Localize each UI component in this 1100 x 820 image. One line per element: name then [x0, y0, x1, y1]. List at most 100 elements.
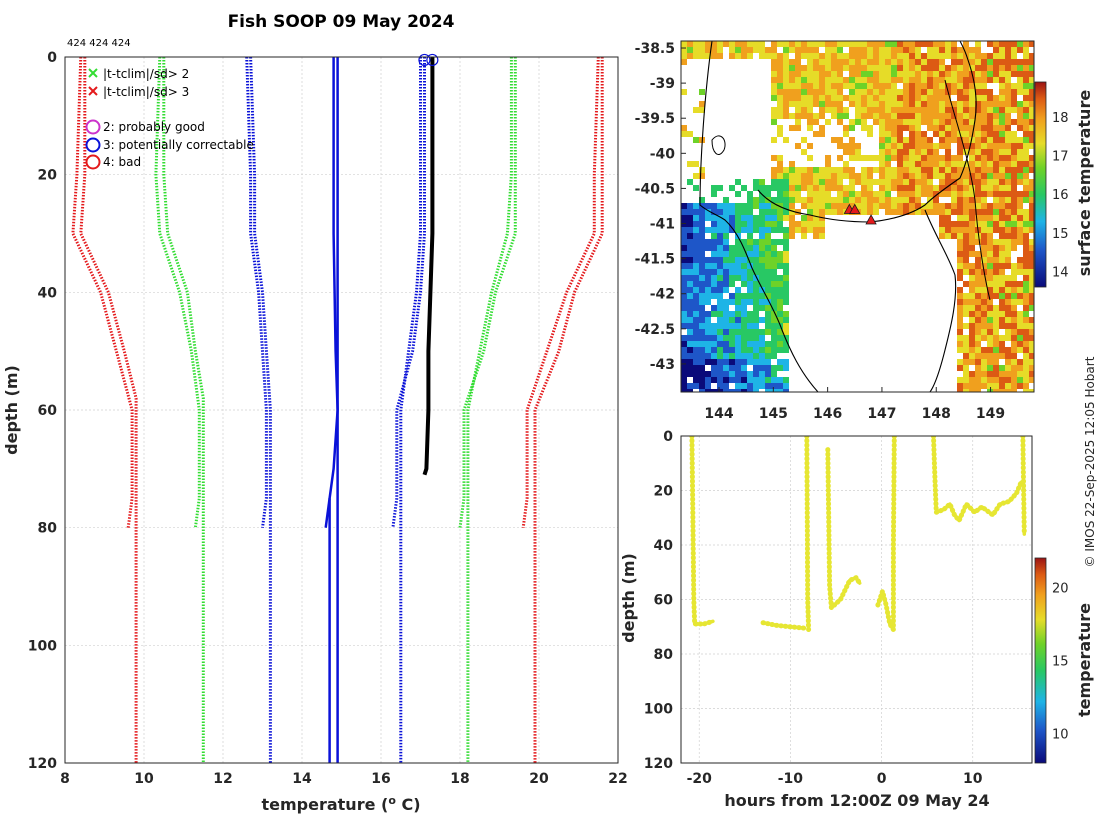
sst-cell — [771, 173, 777, 179]
sst-cell — [777, 329, 783, 335]
sst-cell — [969, 317, 975, 323]
sst-cell — [771, 89, 777, 95]
sst-cell — [699, 305, 705, 311]
y-tick-label: 60 — [38, 403, 58, 419]
sst-cell — [915, 113, 921, 119]
sst-cell — [801, 89, 807, 95]
sst-cell — [963, 365, 969, 371]
sst-cell — [741, 371, 747, 377]
sst-cell — [801, 107, 807, 113]
sst-cell — [837, 71, 843, 77]
sst-cell — [831, 53, 837, 59]
sst-cell — [849, 65, 855, 71]
sst-cell — [735, 251, 741, 257]
sst-cell — [861, 71, 867, 77]
sst-cell — [783, 245, 789, 251]
sst-cell — [933, 41, 939, 47]
sst-cell — [681, 227, 687, 233]
sst-cell — [957, 143, 963, 149]
sst-cell — [897, 173, 903, 179]
sst-cell — [855, 95, 861, 101]
sst-cell — [741, 341, 747, 347]
sst-cell — [729, 365, 735, 371]
sst-cell — [963, 347, 969, 353]
sst-cell — [759, 299, 765, 305]
sst-cell — [1011, 65, 1017, 71]
sst-cell — [885, 89, 891, 95]
sst-cell — [735, 257, 741, 263]
sst-cell — [957, 323, 963, 329]
sst-cell — [921, 173, 927, 179]
sst-cell — [771, 221, 777, 227]
series-line — [533, 57, 604, 763]
sst-cell — [687, 299, 693, 305]
sst-cell — [759, 293, 765, 299]
sst-cell — [729, 299, 735, 305]
sst-cell — [699, 233, 705, 239]
sst-cell — [849, 125, 855, 131]
sst-cell — [951, 203, 957, 209]
sst-cell — [759, 341, 765, 347]
sst-cell — [945, 215, 951, 221]
sst-cell — [747, 215, 753, 221]
sst-cell — [963, 359, 969, 365]
sst-cell — [1023, 71, 1029, 77]
sst-cell — [753, 185, 759, 191]
sst-cell — [1005, 203, 1011, 209]
sst-cell — [969, 161, 975, 167]
sst-cell — [963, 341, 969, 347]
sst-cell — [1017, 113, 1023, 119]
sst-cell — [957, 227, 963, 233]
sst-cell — [927, 173, 933, 179]
sst-cell — [975, 113, 981, 119]
sst-cell — [993, 155, 999, 161]
sst-cell — [681, 377, 687, 383]
sst-cell — [717, 263, 723, 269]
sst-cell — [717, 389, 723, 392]
sst-cell — [981, 125, 987, 131]
sst-cell — [981, 155, 987, 161]
sst-cell — [975, 323, 981, 329]
sst-cell — [879, 47, 885, 53]
sst-cell — [705, 353, 711, 359]
sst-cell — [963, 167, 969, 173]
sst-cell — [951, 71, 957, 77]
sst-cell — [993, 227, 999, 233]
sst-cell — [705, 335, 711, 341]
sst-cell — [957, 317, 963, 323]
sst-cell — [987, 347, 993, 353]
sst-cell — [1011, 101, 1017, 107]
sst-cell — [753, 269, 759, 275]
sst-cell — [1011, 329, 1017, 335]
sst-cell — [945, 173, 951, 179]
sst-cell — [987, 125, 993, 131]
sst-cell — [879, 191, 885, 197]
sst-cell — [705, 53, 711, 59]
sst-cell — [957, 341, 963, 347]
sst-cell — [1017, 269, 1023, 275]
sst-cell — [855, 41, 861, 47]
sst-cell — [849, 119, 855, 125]
sst-cell — [753, 329, 759, 335]
sst-cell — [741, 365, 747, 371]
sst-cell — [771, 293, 777, 299]
sst-cell — [1011, 149, 1017, 155]
sst-cell — [825, 59, 831, 65]
sst-cell — [843, 95, 849, 101]
sst-cell — [1011, 263, 1017, 269]
sst-cell — [903, 149, 909, 155]
sst-cell — [1005, 137, 1011, 143]
sst-cell — [747, 197, 753, 203]
sst-cell — [783, 239, 789, 245]
sst-cell — [891, 41, 897, 47]
sst-cell — [693, 233, 699, 239]
sst-cell — [717, 335, 723, 341]
sst-cell — [951, 83, 957, 89]
sst-cell — [993, 311, 999, 317]
sst-cell — [735, 239, 741, 245]
sst-cell — [819, 221, 825, 227]
sst-cell — [879, 203, 885, 209]
sst-cell — [957, 173, 963, 179]
sst-cell — [1029, 299, 1034, 305]
